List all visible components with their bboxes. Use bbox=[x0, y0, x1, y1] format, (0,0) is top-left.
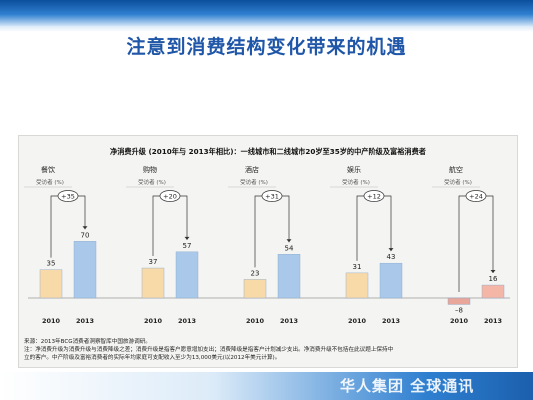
slide-title: 注意到消费结构变化带来的机遇 bbox=[126, 36, 407, 58]
bar-2013 bbox=[379, 262, 403, 299]
delta-arrowhead bbox=[388, 248, 394, 252]
delta-arrowhead bbox=[490, 270, 496, 274]
delta-oval bbox=[465, 190, 487, 202]
value-label: 70 bbox=[81, 231, 90, 239]
bar-2010 bbox=[447, 297, 471, 305]
delta-oval bbox=[363, 190, 385, 202]
note-line-1: 注：净消费升级为消费升级与消费降级之差；消费升级是指客户愿意增加支出；消费降级是… bbox=[24, 347, 394, 353]
value-label: –8 bbox=[455, 306, 463, 314]
unit-label: 受访者 (%) bbox=[138, 178, 166, 186]
x-tick-label: 2013 bbox=[76, 317, 94, 325]
footer-band bbox=[0, 372, 533, 400]
x-tick-label: 2010 bbox=[450, 317, 469, 325]
x-tick-label: 2013 bbox=[382, 317, 400, 325]
x-tick-label: 2013 bbox=[178, 317, 196, 325]
x-tick-label: 2010 bbox=[348, 317, 367, 325]
delta-label: +31 bbox=[265, 192, 279, 200]
source-note: 来源：2013年BCG消费者洞察智库中国旅游调研。 bbox=[24, 339, 151, 345]
category-label: 酒店 bbox=[245, 165, 259, 174]
bar-2010 bbox=[39, 269, 63, 299]
x-tick-label: 2010 bbox=[42, 317, 61, 325]
footer-logo: 华人集团 全球通讯 bbox=[340, 377, 475, 395]
header-band bbox=[0, 0, 533, 32]
bar-2013 bbox=[277, 254, 301, 299]
delta-arrowhead bbox=[82, 226, 88, 230]
value-label: 31 bbox=[353, 263, 362, 271]
note-line-2: 立的客户。中产阶级及富裕消费者的实际年均家庭可支配收入至少为13,000美元(以… bbox=[24, 355, 281, 361]
bar-2013 bbox=[481, 284, 505, 299]
value-label: 57 bbox=[183, 242, 192, 250]
value-label: 43 bbox=[387, 253, 396, 261]
x-tick-label: 2010 bbox=[246, 317, 265, 325]
value-label: 35 bbox=[47, 260, 56, 268]
category-label: 航空 bbox=[449, 165, 463, 174]
chart-title: 净消费升级 (2010年与 2013年相比)：一线城市和二线城市20岁至35岁的… bbox=[110, 147, 426, 156]
category-label: 餐饮 bbox=[41, 165, 55, 174]
unit-label: 受访者 (%) bbox=[444, 178, 472, 186]
unit-label: 受访者 (%) bbox=[342, 178, 370, 186]
delta-oval bbox=[261, 190, 283, 202]
x-tick-label: 2010 bbox=[144, 317, 163, 325]
value-label: 37 bbox=[149, 258, 158, 266]
bar-2013 bbox=[73, 241, 97, 299]
delta-label: +12 bbox=[367, 192, 381, 200]
delta-label: +24 bbox=[469, 192, 483, 200]
bar-2010 bbox=[141, 267, 165, 299]
chart-panel bbox=[18, 135, 518, 368]
delta-arrowhead bbox=[286, 239, 292, 243]
delta-arrowhead bbox=[184, 236, 190, 240]
x-tick-label: 2013 bbox=[484, 317, 502, 325]
bar-2010 bbox=[243, 279, 267, 299]
delta-connector bbox=[356, 195, 392, 261]
unit-label: 受访者 (%) bbox=[240, 178, 268, 186]
delta-label: +20 bbox=[163, 192, 177, 200]
value-label: 23 bbox=[251, 269, 260, 277]
x-tick-label: 2013 bbox=[280, 317, 298, 325]
delta-label: +35 bbox=[61, 192, 75, 200]
delta-oval bbox=[159, 190, 181, 202]
category-label: 购物 bbox=[143, 165, 157, 174]
value-label: 16 bbox=[489, 275, 498, 283]
delta-oval bbox=[57, 190, 79, 202]
bar-2013 bbox=[175, 251, 199, 299]
value-label: 54 bbox=[285, 244, 294, 252]
category-label: 娱乐 bbox=[347, 165, 361, 174]
unit-label: 受访者 (%) bbox=[36, 178, 64, 186]
bar-2010 bbox=[345, 272, 369, 299]
